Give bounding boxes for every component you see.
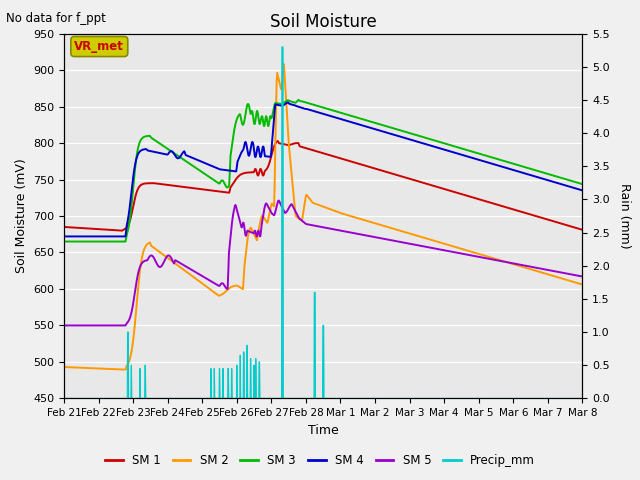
Line: SM 2: SM 2 bbox=[64, 64, 582, 370]
SM 1 bbox=[274, 138, 282, 144]
SM 4 bbox=[60, 234, 68, 240]
Line: SM 3: SM 3 bbox=[64, 100, 582, 241]
SM 4 bbox=[468, 155, 476, 161]
SM 3 bbox=[60, 239, 68, 244]
SM 1 bbox=[299, 144, 307, 150]
SM 1 bbox=[579, 227, 586, 233]
SM 5 bbox=[60, 323, 68, 328]
SM 5 bbox=[579, 274, 586, 279]
SM 4 bbox=[284, 99, 292, 105]
SM 1 bbox=[86, 226, 94, 231]
SM 3 bbox=[579, 181, 586, 187]
SM 1 bbox=[118, 228, 126, 233]
SM 3 bbox=[294, 97, 302, 103]
SM 5 bbox=[312, 223, 320, 229]
SM 1 bbox=[313, 148, 321, 154]
SM 3 bbox=[299, 99, 307, 105]
SM 3 bbox=[468, 149, 476, 155]
Text: No data for f_ppt: No data for f_ppt bbox=[6, 12, 106, 25]
SM 2 bbox=[86, 365, 94, 371]
SM 2 bbox=[280, 61, 287, 67]
SM 3 bbox=[86, 239, 94, 244]
Line: SM 1: SM 1 bbox=[64, 141, 582, 230]
SM 3 bbox=[312, 103, 320, 108]
SM 5 bbox=[564, 271, 572, 276]
Y-axis label: Rain (mm): Rain (mm) bbox=[618, 183, 630, 249]
SM 4 bbox=[564, 183, 572, 189]
SM 1 bbox=[469, 194, 477, 200]
SM 5 bbox=[468, 253, 476, 259]
Line: SM 4: SM 4 bbox=[64, 102, 582, 237]
SM 2 bbox=[564, 277, 572, 283]
SM 1 bbox=[564, 223, 572, 228]
SM 2 bbox=[60, 364, 68, 370]
SM 4 bbox=[86, 234, 94, 240]
SM 1 bbox=[564, 223, 572, 228]
SM 5 bbox=[275, 198, 283, 204]
X-axis label: Time: Time bbox=[308, 424, 339, 437]
Legend: SM 1, SM 2, SM 3, SM 4, SM 5, Precip_mm: SM 1, SM 2, SM 3, SM 4, SM 5, Precip_mm bbox=[100, 449, 540, 472]
SM 2 bbox=[313, 201, 321, 207]
SM 2 bbox=[564, 277, 572, 283]
SM 4 bbox=[563, 183, 571, 189]
SM 4 bbox=[579, 188, 586, 193]
Text: VR_met: VR_met bbox=[74, 40, 124, 53]
SM 5 bbox=[86, 323, 94, 328]
SM 2 bbox=[469, 249, 477, 255]
SM 3 bbox=[564, 177, 572, 183]
Title: Soil Moisture: Soil Moisture bbox=[270, 12, 376, 31]
SM 5 bbox=[563, 271, 571, 276]
SM 3 bbox=[563, 177, 571, 182]
SM 2 bbox=[122, 367, 129, 372]
SM 5 bbox=[299, 218, 307, 224]
SM 4 bbox=[312, 109, 320, 115]
SM 2 bbox=[299, 213, 307, 218]
Y-axis label: Soil Moisture (mV): Soil Moisture (mV) bbox=[15, 158, 28, 274]
SM 2 bbox=[579, 282, 586, 288]
SM 4 bbox=[299, 105, 307, 111]
Line: SM 5: SM 5 bbox=[64, 201, 582, 325]
SM 1 bbox=[60, 224, 68, 230]
